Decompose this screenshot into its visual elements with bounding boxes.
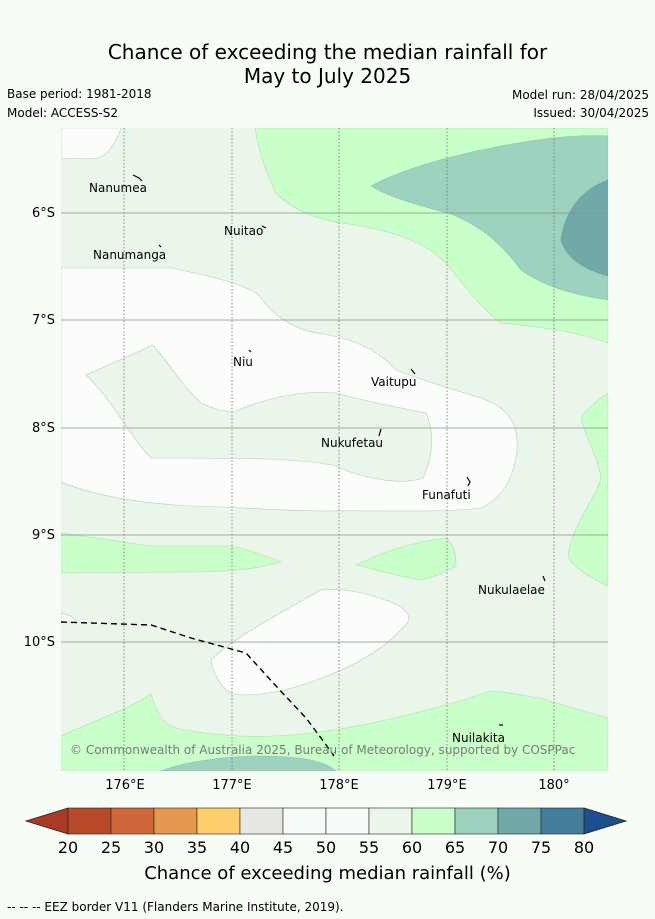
map-title: Chance of exceeding the median rainfall … bbox=[0, 40, 655, 88]
colorbar-segment bbox=[110, 807, 155, 835]
colorbar-arrow-high bbox=[583, 807, 628, 835]
map-canvas bbox=[61, 128, 608, 771]
lat-label-6s: 6°S bbox=[31, 206, 55, 221]
lon-label-179e: 179°E bbox=[427, 778, 467, 793]
issued-date: Issued: 30/04/2025 bbox=[533, 106, 649, 120]
colorbar-tick-label: 20 bbox=[57, 838, 79, 857]
colorbar-segment bbox=[239, 807, 284, 835]
colorbar-segment bbox=[411, 807, 456, 835]
colorbar-segment bbox=[368, 807, 413, 835]
copyright-credit: © Commonwealth of Australia 2025, Bureau… bbox=[70, 743, 576, 757]
colorbar-tick-label: 40 bbox=[229, 838, 251, 857]
colorbar-segment bbox=[67, 807, 112, 835]
contour-70-75 bbox=[560, 179, 608, 277]
contour-60-65-west bbox=[61, 532, 282, 574]
lat-label-8s: 8°S bbox=[31, 421, 55, 436]
island-label-nanumea: Nanumea bbox=[89, 181, 147, 195]
island-label-funafuti: Funafuti bbox=[422, 488, 471, 502]
colorbar-tick-label: 65 bbox=[444, 838, 466, 857]
colorbar-segment bbox=[540, 807, 585, 835]
colorbar-tick-label: 55 bbox=[358, 838, 380, 857]
colorbar-tick-label: 75 bbox=[530, 838, 552, 857]
contour-65-70-south bbox=[160, 755, 337, 771]
contour-55-60-inner bbox=[85, 344, 432, 482]
grid-latitude bbox=[61, 212, 608, 643]
rainfall-map bbox=[61, 128, 608, 771]
colorbar-segment bbox=[454, 807, 499, 835]
colorbar-title: Chance of exceeding median rainfall (%) bbox=[144, 863, 511, 884]
lon-label-180: 180° bbox=[538, 778, 570, 793]
contour-60-65-center bbox=[355, 537, 457, 581]
colorbar-tick-label: 30 bbox=[143, 838, 165, 857]
title-line-1: Chance of exceeding the median rainfall … bbox=[107, 40, 548, 64]
title-line-2: May to July 2025 bbox=[243, 64, 412, 88]
model-run: Model run: 28/04/2025 bbox=[511, 88, 649, 102]
colorbar-tick-label: 35 bbox=[186, 838, 208, 857]
contour-50-55-northwest bbox=[61, 128, 122, 160]
lat-label-10s: 10°S bbox=[23, 635, 55, 650]
eez-legend: -- -- -- EEZ border V11 (Flanders Marine… bbox=[7, 900, 344, 914]
lon-label-176e: 176°E bbox=[105, 778, 145, 793]
island-label-nuitao: Nuitao bbox=[224, 224, 264, 238]
island-markers bbox=[132, 174, 546, 726]
island-label-niu: Niu bbox=[233, 355, 253, 369]
colorbar-tick-label: 45 bbox=[272, 838, 294, 857]
colorbar-segment bbox=[325, 807, 370, 835]
colorbar-segment bbox=[497, 807, 542, 835]
island-label-nukufetau: Nukufetau bbox=[321, 436, 384, 450]
lon-label-178e: 178°E bbox=[319, 778, 359, 793]
colorbar-arrow-low bbox=[24, 807, 69, 835]
grid-longitude bbox=[123, 128, 555, 771]
colorbar-tick-label: 70 bbox=[487, 838, 509, 857]
colorbar-segment bbox=[196, 807, 241, 835]
eez-border bbox=[61, 621, 335, 757]
island-label-nuilakita: Nuilakita bbox=[452, 731, 505, 745]
colorbar-tick-label: 50 bbox=[315, 838, 337, 857]
colorbar-tick-label: 25 bbox=[100, 838, 122, 857]
model-name: Model: ACCESS-S2 bbox=[7, 106, 119, 120]
island-label-nukulaelae: Nukulaelae bbox=[478, 583, 545, 597]
lat-label-7s: 7°S bbox=[31, 313, 55, 328]
island-label-vaitupu: Vaitupu bbox=[371, 375, 417, 389]
base-period: Base period: 1981-2018 bbox=[7, 87, 152, 101]
colorbar-segment bbox=[282, 807, 327, 835]
colorbar bbox=[24, 807, 628, 835]
island-label-nanumanga: Nanumanga bbox=[93, 248, 167, 262]
colorbar-tick-label: 80 bbox=[573, 838, 595, 857]
colorbar-tick-label: 60 bbox=[401, 838, 423, 857]
colorbar-segment bbox=[153, 807, 198, 835]
contour-60-65-south bbox=[61, 690, 608, 771]
contour-60-65-east bbox=[567, 392, 608, 587]
lon-label-177e: 177°E bbox=[212, 778, 252, 793]
lat-label-9s: 9°S bbox=[31, 528, 55, 543]
